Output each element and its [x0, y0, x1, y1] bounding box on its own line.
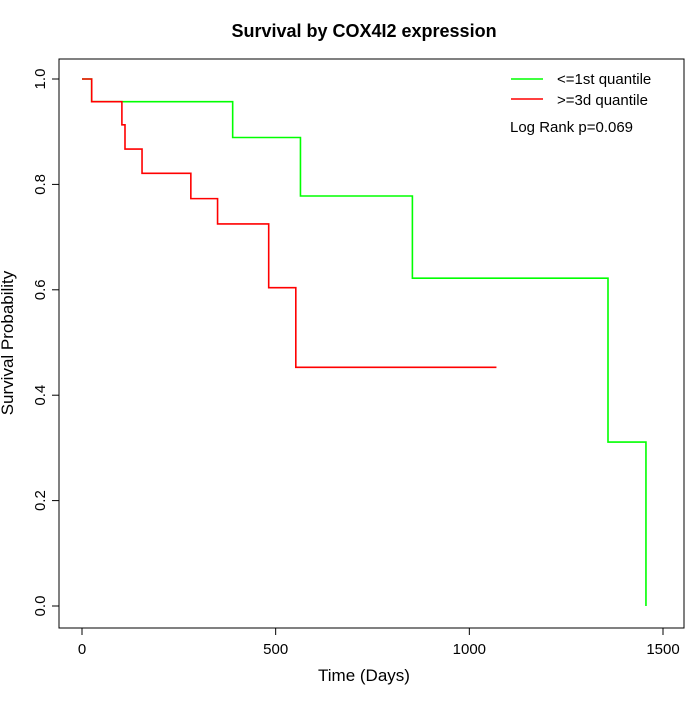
y-axis-label: Survival Probability: [0, 270, 17, 415]
x-axis-label: Time (Days): [318, 666, 410, 685]
y-tick-label: 0.4: [32, 385, 49, 406]
survival-curve-high: [82, 78, 497, 369]
y-tick-label: 0.6: [32, 279, 49, 300]
legend-label-low: <=1st quantile: [557, 71, 651, 88]
x-tick-label: 500: [263, 641, 288, 658]
survival-curve-low: [82, 78, 647, 606]
x-tick-label: 0: [78, 641, 86, 658]
legend: <=1st quantile >=3d quantile: [511, 71, 651, 109]
plot-frame: [58, 58, 685, 629]
y-tick-label: 0.8: [32, 174, 49, 195]
x-tick-label: 1500: [646, 641, 679, 658]
y-tick-label: 0.0: [32, 596, 49, 617]
x-tick-label: 1000: [453, 641, 486, 658]
y-tick-label: 1.0: [32, 69, 49, 90]
logrank-annotation: Log Rank p=0.069: [510, 119, 633, 136]
y-tick-label: 0.2: [32, 490, 49, 511]
legend-label-high: >=3d quantile: [557, 92, 648, 109]
chart-title: Survival by COX4I2 expression: [231, 21, 496, 41]
